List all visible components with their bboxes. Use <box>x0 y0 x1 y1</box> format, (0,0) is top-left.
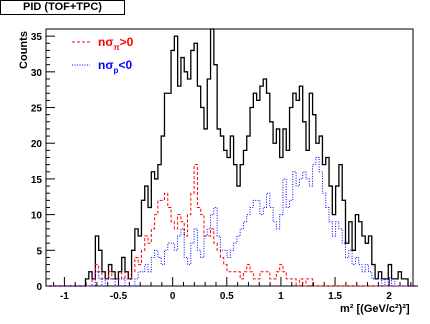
x-tick-label: 2 <box>386 291 392 302</box>
histogram-total <box>46 28 418 287</box>
x-tick-label: 1.5 <box>328 291 342 302</box>
legend-label: nσπ>0 <box>98 35 134 52</box>
y-tick-label: 15 <box>31 175 43 186</box>
legend-label: nσp<0 <box>98 58 132 75</box>
chart-title: PID (TOF+TPC) <box>0 0 125 15</box>
x-tick-label: -1 <box>60 291 69 302</box>
x-tick-label: 1 <box>278 291 284 302</box>
x-tick-label: 0 <box>170 291 176 302</box>
y-tick-label: 35 <box>31 32 43 43</box>
x-tick-label: -0.5 <box>110 291 128 302</box>
histogram-nsigma-p <box>46 157 418 287</box>
y-tick-label: 25 <box>31 104 43 115</box>
y-tick-label: 0 <box>36 282 42 293</box>
x-axis-label: m² [(GeV/c²)²] <box>340 303 410 315</box>
y-tick-label: 10 <box>31 211 43 222</box>
y-tick-label: 30 <box>31 68 43 79</box>
x-tick-label: 0.5 <box>220 291 234 302</box>
histogram-nsigma-pi <box>46 164 418 287</box>
y-tick-label: 20 <box>31 139 43 150</box>
y-tick-label: 5 <box>36 246 42 257</box>
